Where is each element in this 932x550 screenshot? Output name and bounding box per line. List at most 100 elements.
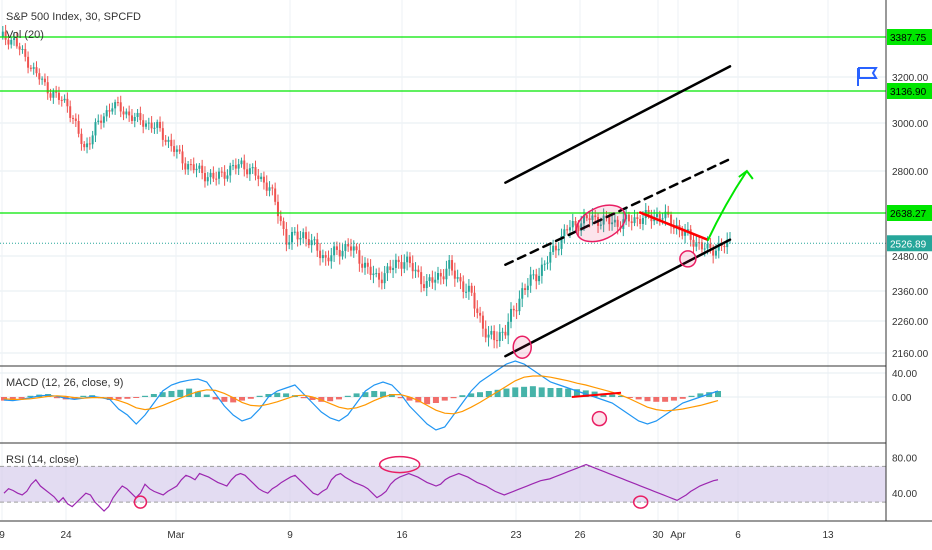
candle-body xyxy=(535,274,538,282)
macd-hist-bar xyxy=(194,391,201,397)
candle-body xyxy=(484,328,487,338)
resistance-line[interactable] xyxy=(638,211,709,241)
candle-body xyxy=(369,266,372,276)
candle-body xyxy=(467,285,470,292)
candle-body xyxy=(136,112,139,118)
level-badge-label: 3136.90 xyxy=(890,87,927,98)
chart-title: S&P 500 Index, 30, SPCFD xyxy=(6,11,141,23)
candle-body xyxy=(557,248,560,251)
candle-body xyxy=(60,99,63,101)
candle-body xyxy=(21,48,24,50)
rsi-highlight-circle[interactable] xyxy=(632,495,649,509)
candle-body xyxy=(706,243,709,249)
candle-body xyxy=(434,279,437,283)
rsi-panel[interactable] xyxy=(0,455,886,512)
candle-body xyxy=(285,228,288,245)
candle-body xyxy=(291,231,293,243)
lower-trendline[interactable] xyxy=(504,238,732,358)
highlight-circle[interactable] xyxy=(679,250,697,268)
macd-hist-bar xyxy=(521,386,528,397)
time-tick-label: Apr xyxy=(670,530,686,541)
macd-hist-bar xyxy=(265,394,272,397)
last-price-badge xyxy=(887,235,932,252)
candle-body xyxy=(192,164,195,171)
flag-icon[interactable] xyxy=(857,67,878,86)
candle-body xyxy=(170,139,173,147)
candle-body xyxy=(330,255,333,262)
candle-body xyxy=(159,121,162,129)
candle-body xyxy=(105,110,108,117)
candle-body xyxy=(378,273,381,280)
rsi-band xyxy=(0,466,886,503)
candle-body xyxy=(69,106,72,118)
candle-body xyxy=(265,182,268,191)
macd-hist-bar xyxy=(18,397,25,399)
macd-hist-bar xyxy=(230,397,237,403)
price-panel[interactable] xyxy=(0,0,886,520)
candle-body xyxy=(686,229,689,232)
macd-hist-bar xyxy=(538,387,545,397)
price-tick-label: 3000.00 xyxy=(892,119,929,130)
price-tick-label: 2480.00 xyxy=(892,252,929,263)
macd-hist-bar xyxy=(133,397,140,398)
candle-body xyxy=(661,218,664,220)
candle-body xyxy=(187,164,190,170)
candle-body xyxy=(366,262,369,267)
price-tick-label: 2800.00 xyxy=(892,167,929,178)
candle-body xyxy=(97,120,100,123)
candle-body xyxy=(91,135,94,145)
candle-body xyxy=(700,242,703,250)
candle-body xyxy=(672,226,675,229)
candle-body xyxy=(591,215,594,221)
candle-body xyxy=(532,274,535,276)
macd-hist-bar xyxy=(679,397,686,399)
macd-hist-bar xyxy=(380,391,387,397)
macd-hist-bar xyxy=(115,397,122,400)
candle-body xyxy=(125,111,128,115)
candle-body xyxy=(422,284,425,289)
candle-body xyxy=(658,214,661,220)
candle-body xyxy=(108,110,111,112)
candle-body xyxy=(445,268,448,280)
highlight-circle[interactable] xyxy=(512,335,532,359)
candle-body xyxy=(448,260,451,269)
candle-body xyxy=(111,108,114,112)
candle-body xyxy=(246,169,249,175)
candle-body xyxy=(627,214,630,222)
candle-body xyxy=(226,175,229,179)
candle-body xyxy=(664,211,667,219)
upper-trendline[interactable] xyxy=(504,65,732,184)
candle-body xyxy=(18,46,21,50)
highlight-circle[interactable] xyxy=(571,198,632,249)
macd-hist-bar xyxy=(670,397,677,401)
candle-body xyxy=(585,215,588,219)
candle-body xyxy=(316,239,319,251)
candle-body xyxy=(254,167,257,176)
projection-arrow[interactable] xyxy=(706,170,748,242)
candle-body xyxy=(383,273,386,284)
candle-body xyxy=(288,242,291,245)
macd-hist-bar xyxy=(573,389,580,397)
macd-hist-bar xyxy=(300,397,307,399)
rsi-highlight-circle[interactable] xyxy=(378,455,421,474)
rsi-line xyxy=(3,463,719,512)
mid-dashed-trendline[interactable] xyxy=(504,157,732,266)
candle-body xyxy=(232,165,235,167)
candle-body xyxy=(571,221,574,228)
macd-panel[interactable] xyxy=(0,360,886,431)
macd-highlight-circle[interactable] xyxy=(591,410,608,427)
candle-body xyxy=(63,98,66,101)
candle-body xyxy=(153,127,156,129)
candle-body xyxy=(656,214,658,217)
rsi-highlight-circle[interactable] xyxy=(133,495,148,509)
candle-body xyxy=(493,330,496,341)
candle-body xyxy=(712,248,715,256)
macd-divergence-line[interactable] xyxy=(571,391,622,398)
candle-body xyxy=(333,246,336,256)
candle-body xyxy=(229,165,232,176)
candle-body xyxy=(414,269,417,272)
candle-body xyxy=(380,279,383,284)
candle-body xyxy=(119,102,122,112)
macd-hist-bar xyxy=(327,397,334,402)
